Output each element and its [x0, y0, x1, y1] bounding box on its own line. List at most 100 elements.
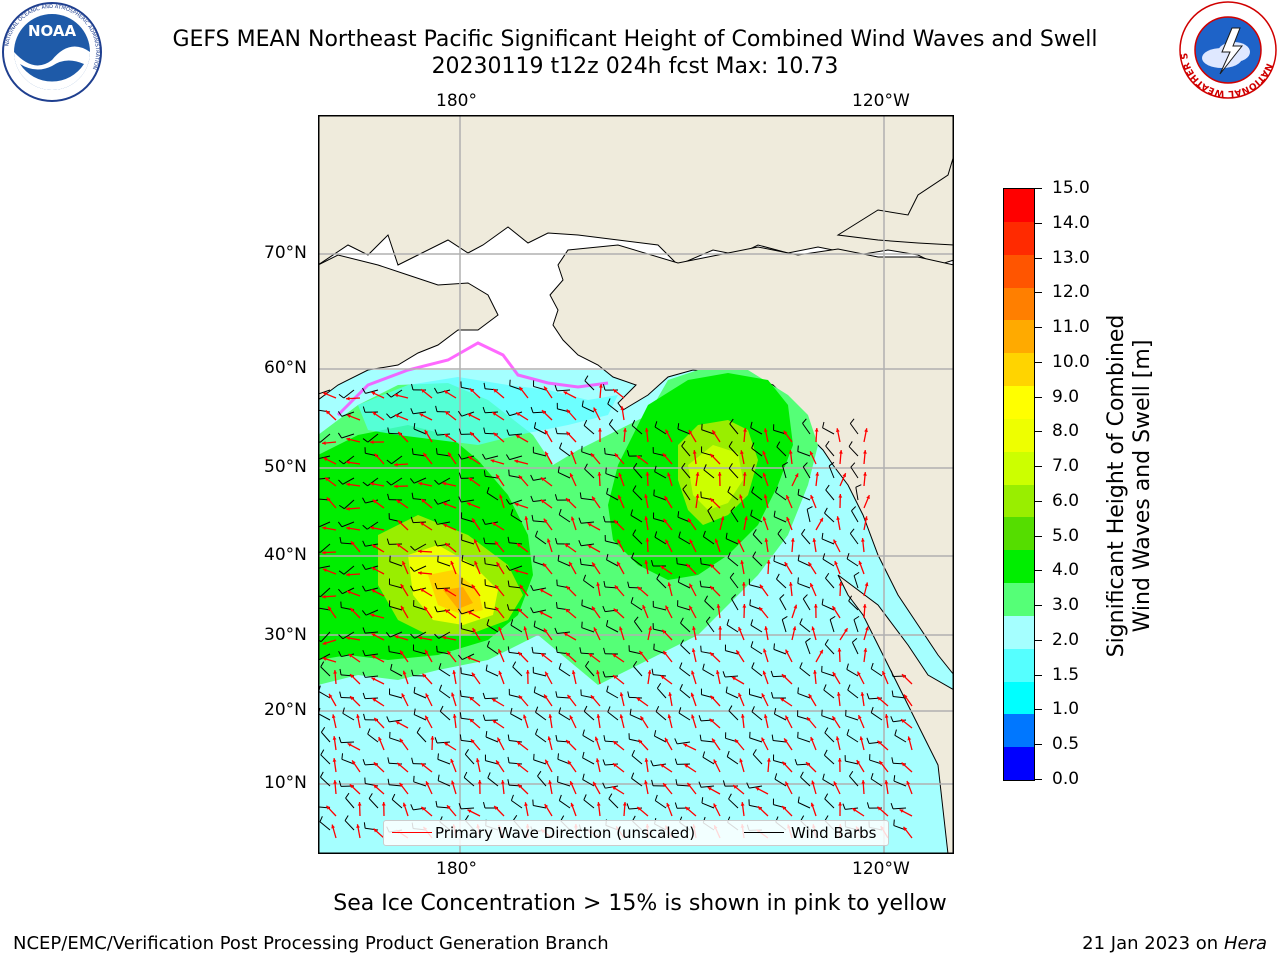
wind-barb-flag	[507, 580, 510, 587]
wind-barb-flag	[729, 572, 735, 578]
wind-barb-flag	[584, 463, 588, 470]
colorbar-tick-label: 2.0	[1052, 629, 1080, 650]
wind-barb-flag	[484, 557, 486, 564]
colorbar-tick-label: 10.0	[1052, 351, 1090, 372]
wind-barb-flag	[409, 566, 415, 572]
wave-direction-arrowhead	[451, 692, 455, 697]
wave-direction-arrowhead	[687, 782, 692, 787]
wind-barb	[677, 741, 691, 745]
colorbar-tick-label: 3.0	[1052, 595, 1080, 616]
wind-barb-flag	[533, 620, 536, 627]
wind-barb-flag	[630, 597, 634, 604]
wind-barb-flag	[554, 385, 558, 392]
wind-barb-flag	[559, 442, 563, 449]
wind-barb	[797, 560, 811, 567]
wind-barb-flag	[363, 713, 366, 720]
wave-direction-arrowhead	[570, 516, 575, 521]
wind-barb-flag	[726, 750, 730, 757]
wind-barb-flag	[385, 632, 391, 638]
wave-direction-arrowhead	[450, 758, 455, 763]
wind-barb	[705, 621, 715, 633]
wind-barb	[654, 471, 667, 479]
wind-barb	[824, 512, 835, 523]
land-baja-mexico	[837, 574, 954, 854]
wind-barb-flag	[852, 637, 858, 643]
wave-direction-arrowhead	[685, 806, 690, 811]
wave-direction-arrowhead	[663, 651, 668, 655]
wave-direction-arrowhead	[808, 562, 812, 567]
wind-barb-flag	[584, 375, 589, 381]
wind-barb-flag	[605, 467, 607, 474]
wind-barb	[850, 466, 859, 479]
wave-direction-arrowhead	[640, 716, 645, 721]
colorbar-tick-mark	[1034, 396, 1042, 398]
wind-barb	[509, 565, 523, 571]
colorbar-tick-label: 9.0	[1052, 386, 1080, 407]
wind-barb	[797, 692, 811, 699]
wind-barbs-legend-swatch	[744, 832, 784, 833]
wind-barb	[751, 469, 763, 479]
wind-barb	[413, 587, 427, 592]
wave-direction-arrowhead	[648, 626, 653, 631]
wind-barb	[729, 423, 739, 435]
wave-direction-arrowhead	[613, 608, 618, 613]
wind-barb	[824, 798, 835, 809]
wind-barb-flag	[849, 770, 854, 777]
wind-barb-flag	[534, 530, 539, 537]
wind-barb-flag	[656, 682, 662, 689]
wind-barb	[580, 652, 595, 655]
wave-direction-arrowhead	[496, 474, 500, 479]
wave-direction-arrowhead	[539, 589, 544, 593]
wave-direction-arrowhead	[720, 516, 725, 521]
wind-barb	[654, 536, 667, 545]
wind-barb	[509, 433, 523, 436]
wind-barb-flag	[362, 759, 366, 766]
wind-barb	[828, 465, 835, 479]
wave-direction-arrowhead	[346, 396, 350, 401]
wave-direction-arrowhead	[784, 562, 789, 567]
wave-direction-arrowhead	[761, 737, 765, 742]
wind-barb-flag	[411, 757, 414, 764]
wave-direction-arrowhead	[844, 628, 848, 633]
wind-barb	[341, 758, 355, 765]
wind-barb	[585, 665, 595, 677]
wave-direction-arrowhead	[374, 717, 379, 722]
wave-direction-arrowhead	[425, 693, 430, 698]
wind-barb-flag	[537, 770, 542, 777]
wind-barb	[485, 455, 499, 460]
wind-barb-flag	[413, 422, 416, 430]
wind-barb-flag	[678, 707, 682, 714]
colorbar-segment	[1004, 386, 1034, 420]
colorbar-tick-label: 0.5	[1052, 734, 1080, 755]
vector-legend: Primary Wave Direction (unscaled) Wind B…	[383, 820, 889, 846]
wind-barb-flag	[824, 727, 829, 734]
wind-barb-flag	[728, 793, 732, 800]
wind-barb-flag	[583, 705, 588, 712]
wave-direction-arrowhead	[860, 538, 865, 542]
wave-direction-arrowhead	[498, 626, 502, 631]
wind-barb	[367, 433, 379, 443]
wave-height-map	[318, 115, 954, 854]
wave-direction-arrowhead	[543, 563, 547, 568]
wind-barb	[320, 754, 331, 765]
wind-barb-flag	[530, 474, 534, 481]
wind-barb	[533, 805, 547, 809]
wind-barb-flag	[750, 509, 753, 516]
wind-barb-flag	[362, 692, 366, 699]
wind-barb-flag	[654, 531, 658, 538]
wave-direction-arrowhead	[644, 758, 649, 762]
wind-barb	[855, 487, 859, 501]
wind-barb	[558, 471, 571, 479]
wave-direction-arrowhead	[425, 715, 429, 720]
wave-direction-arrowhead	[619, 626, 623, 631]
wave-direction-arrowhead	[322, 657, 327, 661]
wave-direction-arrowhead	[356, 714, 360, 719]
wind-barb	[365, 653, 379, 657]
wind-barb-flag	[510, 509, 514, 516]
wind-barb	[437, 453, 451, 457]
wave-direction-arrowhead	[832, 672, 837, 676]
wind-barb-flag	[485, 730, 488, 738]
wind-barb-flag	[702, 530, 706, 537]
wave-direction-arrowhead	[346, 526, 350, 531]
wave-direction-arrowhead	[662, 453, 667, 458]
